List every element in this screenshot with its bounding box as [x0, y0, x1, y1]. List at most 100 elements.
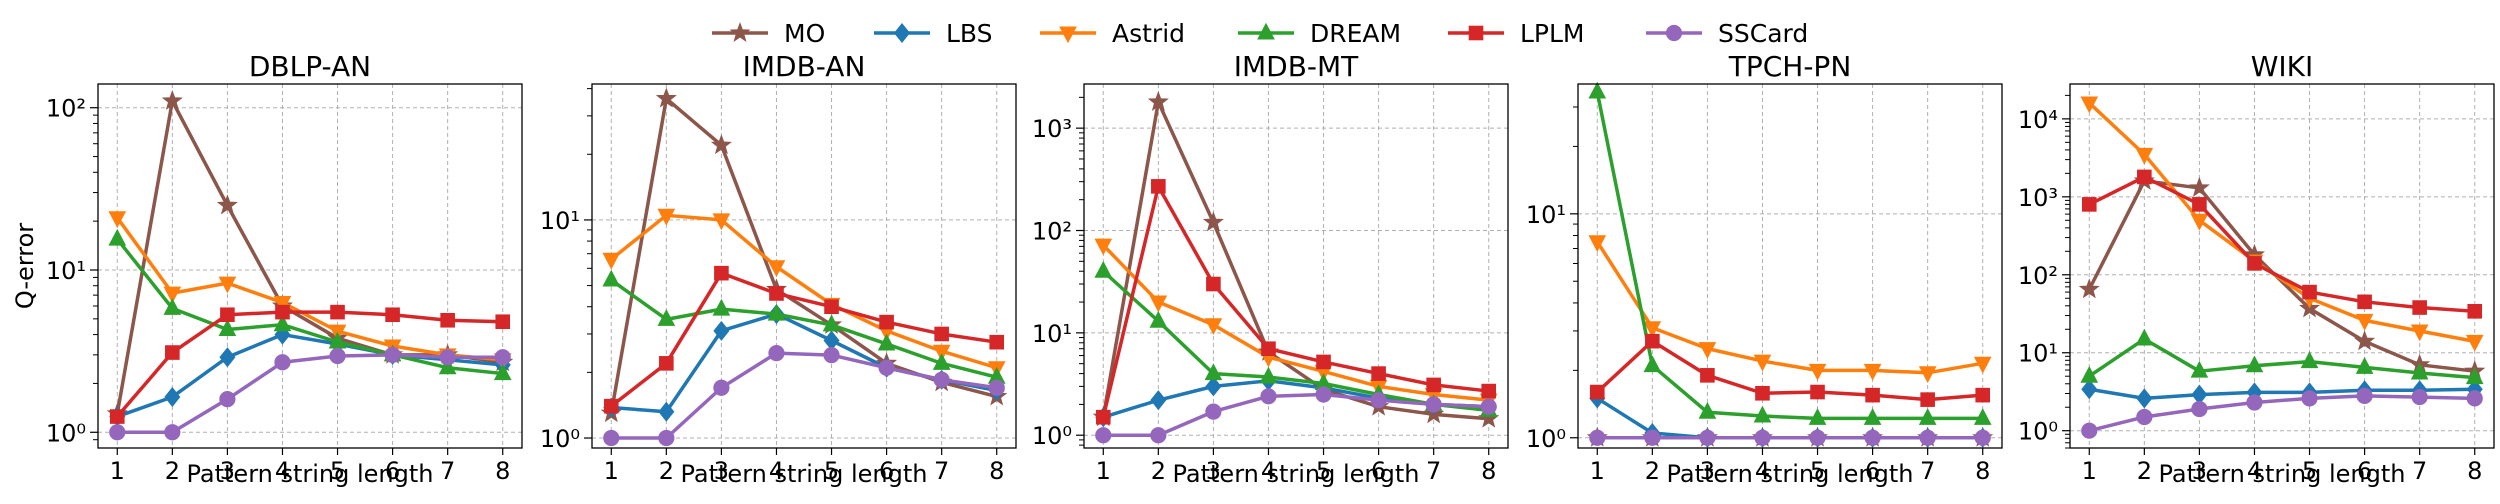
series-sscard: [1095, 386, 1497, 444]
x-tick-label: 5: [1810, 457, 1825, 485]
series-line: [1102, 243, 1489, 402]
x-tick-label: 3: [2192, 457, 2207, 485]
legend-label: MO: [784, 19, 825, 48]
data-point: [2190, 360, 2209, 378]
series-astrid: [602, 208, 1006, 379]
data-point: [713, 379, 730, 396]
data-point: [658, 401, 675, 422]
data-point: [2078, 278, 2100, 299]
grid: [592, 84, 1016, 448]
x-tick-label: 7: [2412, 457, 2427, 485]
series-sscard: [603, 345, 1005, 447]
y-tick-label: 10²: [46, 95, 86, 123]
data-point: [1588, 81, 1607, 99]
series-line: [610, 271, 997, 408]
data-point: [1204, 363, 1223, 381]
data-point: [1753, 405, 1772, 423]
series-line: [611, 351, 997, 440]
data-point: [493, 363, 512, 381]
x-tick-label: 2: [1645, 457, 1660, 485]
legend-label: LPLM: [1520, 19, 1585, 48]
y-tick-label: 10⁰: [1526, 425, 1566, 453]
data-point: [495, 314, 511, 330]
x-tick-label: 7: [1920, 457, 1935, 485]
data-point: [219, 391, 236, 408]
data-point: [1808, 363, 1827, 381]
data-point: [712, 213, 731, 231]
data-point: [714, 265, 729, 281]
data-point: [218, 276, 237, 294]
series-line: [1595, 240, 1984, 375]
series-sscard: [2081, 387, 2483, 439]
data-point: [2135, 328, 2154, 346]
data-point: [1975, 387, 1991, 403]
data-point: [219, 347, 236, 368]
data-point: [2246, 394, 2263, 411]
data-point: [1754, 429, 1771, 446]
data-point: [1920, 392, 1935, 407]
x-tick-label: 6: [879, 457, 894, 485]
data-point: [2080, 365, 2099, 383]
legend-label: DREAM: [1310, 19, 1401, 48]
series-line: [1101, 100, 1489, 421]
legend-item-astrid: Astrid: [1040, 19, 1185, 48]
x-tick-label: 2: [2137, 457, 2152, 485]
plot-frame: [1083, 83, 1509, 449]
data-point: [330, 304, 345, 320]
x-tick-label: 1: [604, 457, 619, 485]
x-tick-label: 5: [1316, 457, 1331, 485]
data-point: [1863, 363, 1882, 381]
data-point: [1480, 398, 1497, 415]
series-line: [2088, 337, 2475, 380]
data-point: [657, 309, 676, 326]
data-point: [2137, 169, 2152, 185]
data-point: [988, 379, 1005, 396]
data-point: [161, 89, 183, 110]
data-point: [218, 319, 237, 336]
series-line: [115, 216, 503, 362]
data-point: [2081, 197, 2097, 212]
y-tick-label: 10¹: [1526, 201, 1566, 229]
data-point: [602, 269, 621, 287]
data-point: [655, 87, 677, 108]
x-axis-label: Pattern string length: [187, 460, 434, 488]
data-point: [877, 333, 896, 351]
panel-tpch-pn: 1 2 3 4 5 6 7 8 10⁰ 10¹ TPCH-PN Pattern string leng…: [1526, 50, 2003, 488]
plot-frame: [591, 83, 1017, 449]
data-point: [438, 357, 457, 375]
x-tick-label: 3: [1206, 457, 1221, 485]
x-tick-label: 8: [989, 457, 1004, 485]
data-point: [1864, 429, 1881, 446]
x-tick-label: 1: [2082, 457, 2097, 485]
series-sscard: [109, 346, 511, 441]
x-axis-label: Pattern string length: [1667, 460, 1914, 488]
series-sscard: [1589, 429, 1991, 446]
series-line: [2088, 175, 2475, 314]
data-point: [164, 424, 181, 441]
panel-dblp-an: 1 2 3 4 5 6 7 8 10⁰ 10¹ 10² DBLP-AN Pattern string l…: [11, 50, 523, 488]
data-point: [1149, 295, 1168, 313]
series-lplm: [603, 265, 1005, 414]
data-point: [1643, 355, 1662, 373]
data-point: [1095, 427, 1112, 444]
x-tick-label: 3: [714, 457, 729, 485]
x-axis-label: Pattern string length: [2159, 460, 2406, 488]
y-tick-label: 10³: [2018, 184, 2058, 212]
panel-title: WIKI: [2251, 50, 2314, 83]
plot-frame: [2069, 83, 2495, 449]
data-point: [658, 429, 675, 447]
data-point: [1205, 376, 1222, 397]
data-point: [2191, 400, 2208, 418]
y-tick-label: 10⁰: [540, 425, 580, 453]
data-point: [216, 194, 238, 215]
data-point: [2300, 351, 2319, 369]
data-point: [1259, 366, 1278, 384]
data-point: [274, 354, 291, 371]
y-tick-label: 10⁰: [46, 419, 86, 447]
data-point: [1150, 390, 1167, 411]
x-tick-label: 7: [1426, 457, 1441, 485]
data-point: [1204, 318, 1223, 336]
grid: [98, 84, 522, 448]
series-astrid: [1588, 235, 1992, 384]
